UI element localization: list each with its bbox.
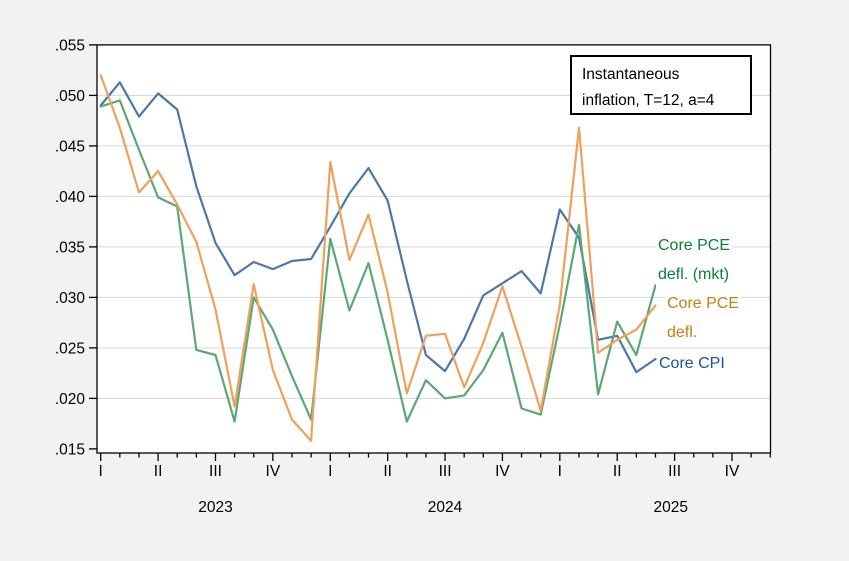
- year-label: 2025: [654, 499, 688, 516]
- x-tick-label: II: [613, 463, 622, 480]
- series-line-core-pce-defl-mkt: [99, 99, 657, 423]
- series-label-core-pce-mkt-line2: defl. (mkt): [658, 266, 730, 283]
- series-label-core-pce-mkt-line1: Core PCE: [658, 237, 731, 254]
- x-tick-label: II: [154, 463, 163, 480]
- y-tick-label: .030: [55, 290, 86, 307]
- x-tick-label: I: [558, 463, 562, 480]
- x-tick-label: IV: [725, 463, 740, 480]
- y-tick-label: .035: [55, 239, 85, 256]
- annotation-line-2: inflation, T=12, a=4: [582, 92, 715, 109]
- series-label-core-pce-line2: defl.: [667, 324, 698, 341]
- y-tick-label: .055: [55, 37, 85, 54]
- x-tick-label: I: [99, 463, 103, 480]
- plot-frame: [96, 44, 772, 454]
- annotation-box: Instantaneous inflation, T=12, a=4: [570, 55, 752, 115]
- y-tick-label: .045: [55, 138, 85, 155]
- x-tick-label: I: [328, 463, 332, 480]
- y-tick-label: .020: [55, 391, 86, 408]
- annotation-line-1: Instantaneous: [582, 66, 680, 83]
- x-tick-label: IV: [266, 463, 281, 480]
- series-label-core-cpi-line1: Core CPI: [659, 355, 725, 372]
- y-tick-label: .050: [55, 88, 86, 105]
- y-tick-label: .040: [55, 189, 86, 206]
- series-label-core-pce-line1: Core PCE: [667, 295, 740, 312]
- year-label: 2023: [198, 499, 232, 516]
- series-label-core-pce-mkt: Core PCE defl. (mkt): [656, 231, 733, 289]
- series-line-core-cpi: [99, 81, 657, 374]
- y-tick-label: .025: [55, 340, 85, 357]
- series-line-core-pce-defl: [99, 74, 657, 442]
- x-tick-label: III: [439, 463, 452, 480]
- x-tick-label: IV: [495, 463, 510, 480]
- series-label-core-pce: Core PCE defl.: [665, 289, 742, 347]
- x-tick-label: III: [668, 463, 681, 480]
- x-tick-label: III: [209, 463, 222, 480]
- x-tick-label: II: [383, 463, 392, 480]
- y-tick-label: .015: [55, 441, 85, 458]
- series-label-core-cpi: Core CPI: [657, 349, 727, 378]
- year-label: 2024: [428, 499, 463, 516]
